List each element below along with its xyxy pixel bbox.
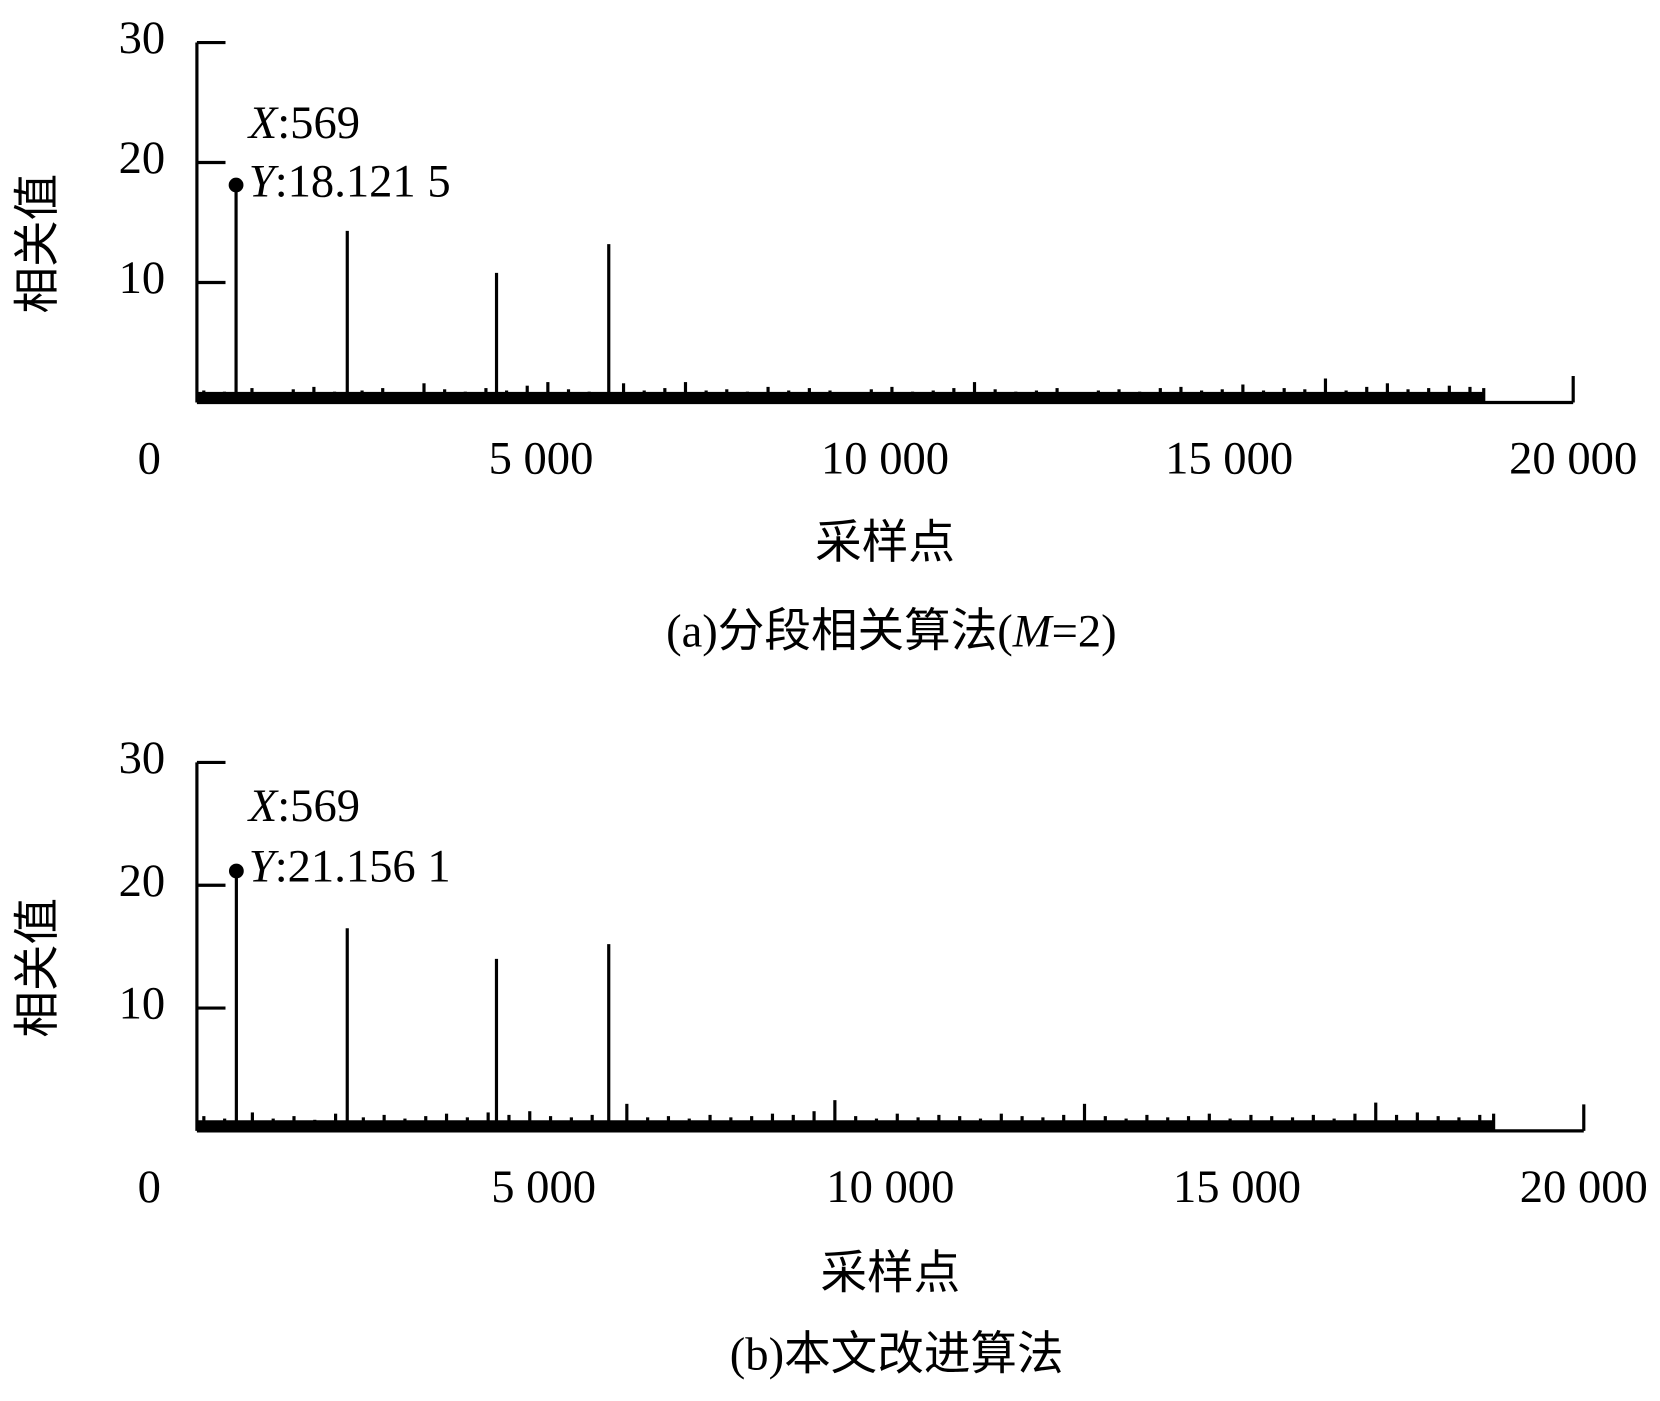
x-tick-label: 15 000 [1173,1161,1301,1213]
annotation-value: :569 [277,97,360,149]
annotation-name: Y [249,840,280,892]
annotation: Y:21.156 1 [249,840,451,892]
annotation-name: Y [249,155,280,207]
annotation-value: :21.156 1 [275,840,451,892]
x-tick-label: 10 000 [826,1161,954,1213]
x-axis-title: 采样点 [820,1248,960,1300]
y-tick-label: 30 [119,732,166,784]
caption-part: M [1012,605,1054,657]
x-tick-label: 5 000 [489,433,594,485]
y-tick-label: 10 [119,252,166,304]
x-tick-label: 15 000 [1165,433,1293,485]
caption: (b)本文改进算法 [730,1328,1064,1380]
x-tick-label: 0 [138,1161,161,1213]
y-axis-title: 相关值 [12,174,64,314]
annotation: X:569 [247,780,360,832]
x-tick-label: 5 000 [491,1161,596,1213]
x-tick-label: 10 000 [821,433,949,485]
chart: 10 20 30 0 5 000 10 000 15 000 20 000 采样点 相关值 X:56… [12,732,1648,1380]
y-axis-title: 相关值 [12,898,64,1038]
y-tick-label: 10 [119,978,166,1030]
marker [228,863,244,879]
annotation-value: :569 [277,780,360,832]
x-tick-label: 20 000 [1520,1161,1648,1213]
x-tick-label: 20 000 [1509,433,1637,485]
y-tick-label: 30 [119,12,166,64]
annotation-value: :18.121 5 [275,155,451,207]
noise-floor [196,1120,1494,1131]
annotation: X:569 [247,97,360,149]
caption-part: =2) [1052,605,1117,657]
annotation-name: X [247,97,279,149]
noise-floor [196,391,1484,403]
caption-part: (b)本文改进算法 [730,1328,1064,1380]
caption-part: (a)分段相关算法( [666,605,1013,657]
caption: (a)分段相关算法(M=2) [666,605,1117,657]
marker [228,177,244,193]
chart: 10 20 30 0 5 000 10 000 15 000 20 000 采样点 相关值 X:56… [12,12,1637,657]
y-tick-label: 20 [119,132,166,184]
x-axis-title: 采样点 [815,517,955,569]
x-tick-label: 0 [138,433,161,485]
y-tick-label: 20 [119,855,166,907]
annotation: Y:18.121 5 [249,155,451,207]
annotation-name: X [247,780,279,832]
